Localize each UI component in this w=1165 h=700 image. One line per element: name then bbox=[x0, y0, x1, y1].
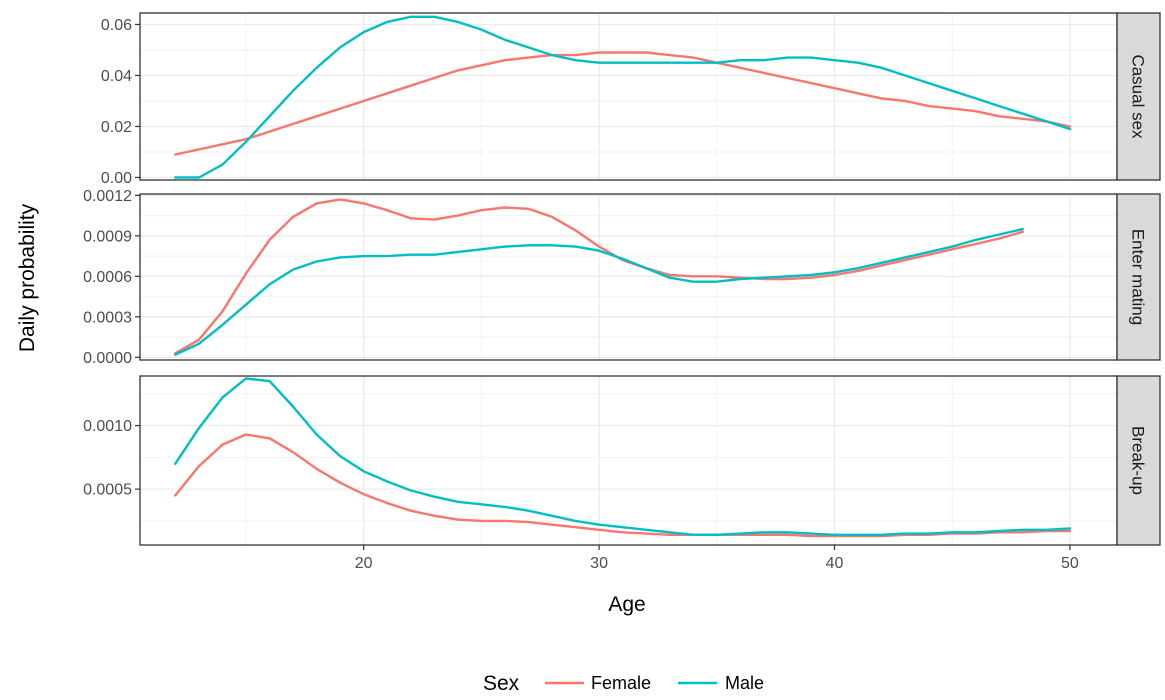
series-line-female-casual-sex bbox=[174, 51, 1072, 156]
x-tick-label: 20 bbox=[355, 555, 373, 572]
y-tick-label: 0.0010 bbox=[83, 418, 132, 435]
y-tick-label: 0.0006 bbox=[83, 269, 132, 286]
strip-label-enter-mating: Enter mating bbox=[1129, 229, 1148, 325]
x-tick-label: 50 bbox=[1061, 555, 1079, 572]
panel-enter-mating: 0.0000 0.0003 0.0006 0.0009 0.0012 Enter mati… bbox=[83, 188, 1161, 367]
y-tick-label: 0.02 bbox=[101, 119, 132, 136]
legend-label-male: Male bbox=[725, 673, 764, 693]
legend-label-female: Female bbox=[591, 673, 651, 693]
series-line-male-casual-sex bbox=[174, 15, 1072, 179]
x-axis-title: Age bbox=[608, 593, 645, 616]
y-axis-title: Daily probability bbox=[16, 203, 39, 352]
x-tick-label: 30 bbox=[590, 555, 608, 572]
y-tick-label: 0.0003 bbox=[83, 309, 132, 326]
x-tick-label: 40 bbox=[826, 555, 844, 572]
y-tick-label: 0.00 bbox=[101, 170, 132, 187]
legend-title: Sex bbox=[483, 672, 520, 695]
y-tick-label: 0.0005 bbox=[83, 482, 132, 499]
strip-background bbox=[1116, 375, 1161, 546]
panel-break-up: 0.0005 0.0010 Break-up bbox=[83, 375, 1161, 546]
series-line-male-break-up bbox=[174, 377, 1072, 536]
y-tick-label: 0.0000 bbox=[83, 350, 132, 367]
y-tick-label: 0.04 bbox=[101, 68, 132, 85]
legend: Sex Female Male bbox=[483, 672, 764, 695]
series-line-male-enter-mating bbox=[174, 227, 1024, 356]
panel-casual-sex: 0.00 0.02 0.04 0.06 Casual sex bbox=[101, 12, 1161, 187]
panel-background bbox=[140, 376, 1117, 545]
y-tick-label: 0.0012 bbox=[83, 188, 132, 205]
strip-label-casual-sex: Casual sex bbox=[1129, 54, 1148, 139]
strip-background bbox=[1116, 12, 1161, 181]
strip-label-break-up: Break-up bbox=[1129, 426, 1148, 495]
y-tick-label: 0.06 bbox=[101, 17, 132, 34]
x-axis: 20 30 40 50 bbox=[355, 545, 1079, 572]
y-tick-label: 0.0009 bbox=[83, 228, 132, 245]
panel-background bbox=[140, 194, 1117, 360]
series-line-female-enter-mating bbox=[174, 198, 1024, 355]
strip-background bbox=[1116, 193, 1161, 361]
